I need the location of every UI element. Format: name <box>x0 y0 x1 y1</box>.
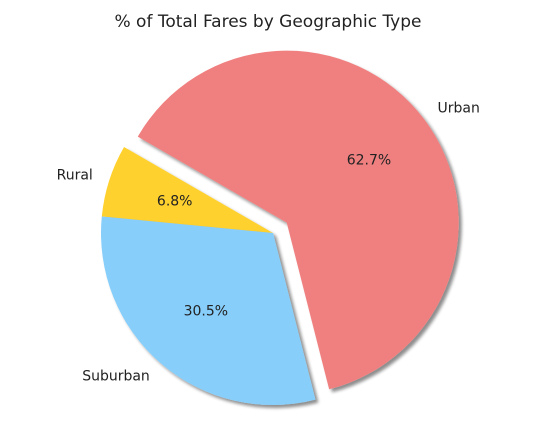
pie-slice-rural <box>101 147 274 233</box>
slice-label-rural: Rural <box>57 167 93 183</box>
slice-percent-urban: 62.7% <box>347 152 391 168</box>
slice-percent-suburban: 30.5% <box>184 303 228 319</box>
slice-percent-rural: 6.8% <box>157 194 193 210</box>
slice-label-suburban: Suburban <box>82 369 150 385</box>
pie-slice-suburban <box>101 216 316 406</box>
pie-slices <box>101 50 459 406</box>
pie-labels: Rural 6.8% Suburban 30.5% Urban 62.7% <box>57 100 480 384</box>
slice-label-urban: Urban <box>438 100 480 116</box>
pie-slice-urban <box>137 50 459 390</box>
chart-title: % of Total Fares by Geographic Type <box>115 12 422 32</box>
